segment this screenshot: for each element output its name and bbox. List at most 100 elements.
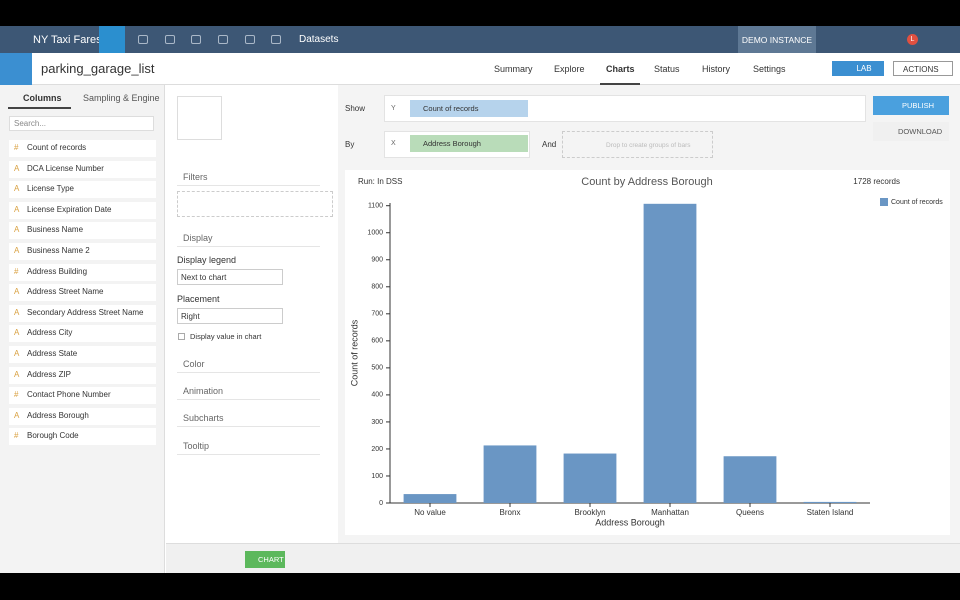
column-type: A [14, 410, 20, 420]
column-type: # [14, 143, 19, 152]
option-section[interactable]: Filters [177, 172, 320, 186]
nav-icon[interactable] [245, 35, 255, 44]
column-item[interactable] [9, 407, 156, 425]
option-section[interactable]: Animation [177, 386, 320, 400]
header-tab[interactable]: Explore [554, 64, 585, 74]
column-type: A [14, 328, 20, 338]
column-item[interactable] [9, 284, 156, 302]
nav-icon[interactable] [138, 35, 148, 44]
column-item[interactable] [9, 304, 156, 322]
y-tick-label: 200 [371, 446, 383, 453]
lab-button[interactable]: LAB [832, 61, 884, 76]
column-type: A [14, 204, 20, 214]
y-tick-label: 0 [379, 500, 383, 507]
column-type: # [14, 266, 19, 276]
header-tab[interactable]: Settings [753, 64, 786, 74]
y-field[interactable]: Count of records [410, 100, 528, 117]
sidebar-tab[interactable]: Columns [23, 93, 62, 103]
option-section[interactable]: Subcharts [177, 413, 320, 427]
column-name: Business Name 2 [27, 246, 90, 255]
x-tick-label: No value [414, 508, 446, 517]
column-item[interactable] [9, 160, 156, 178]
option-section[interactable]: Display [177, 233, 320, 247]
option-section[interactable]: Color [177, 359, 320, 373]
column-item[interactable] [9, 325, 156, 343]
footer-bar [166, 543, 960, 573]
column-name: Address Borough [27, 410, 89, 420]
column-item[interactable] [9, 222, 156, 240]
chart-type-picker[interactable] [177, 96, 222, 140]
column-item[interactable] [9, 181, 156, 199]
nav-section[interactable]: Datasets [299, 34, 339, 45]
column-type: # [14, 390, 19, 400]
x-tick-label: Queens [736, 508, 764, 517]
y-tick-label: 100 [371, 473, 383, 480]
column-name: DCA License Number [27, 163, 104, 173]
add-chart-button[interactable]: CHART [245, 551, 285, 568]
publish-button[interactable]: PUBLISH [873, 96, 949, 115]
header-tab[interactable]: Charts [606, 64, 635, 74]
column-item[interactable] [9, 366, 156, 384]
bar [483, 445, 537, 503]
option-section[interactable]: Tooltip [177, 441, 320, 455]
column-name: Secondary Address Street Name [27, 307, 144, 317]
column-name: License Type [27, 184, 74, 194]
column-type: A [14, 307, 20, 317]
column-name: Contact Phone Number [27, 390, 111, 400]
nav-icon[interactable] [271, 35, 281, 44]
and-label: And [542, 140, 557, 149]
column-name: Address Street Name [27, 287, 104, 297]
column-type: A [14, 369, 20, 379]
y-tick-label: 500 [371, 365, 383, 372]
y-tick-label: 1100 [368, 203, 383, 210]
header-tab[interactable]: Summary [494, 64, 533, 74]
legend-select[interactable]: Next to chart [177, 269, 283, 285]
sidebar-tab[interactable]: Sampling & Engine [83, 93, 160, 103]
by-label: By [345, 140, 355, 149]
x-tick-label: Brooklyn [574, 508, 605, 517]
record-count: 1728 records [853, 177, 900, 186]
column-item[interactable] [9, 243, 156, 260]
nav-icon[interactable] [191, 35, 201, 44]
column-item[interactable] [9, 346, 156, 363]
column-name: Address ZIP [27, 369, 72, 379]
bar [403, 494, 457, 503]
column-type: # [14, 431, 19, 441]
y-tick-label: 800 [371, 284, 383, 291]
column-item[interactable] [9, 387, 156, 405]
flow-tab[interactable] [99, 26, 125, 53]
column-item[interactable] [9, 201, 156, 219]
column-name: Address City [27, 328, 73, 338]
bar [563, 453, 617, 503]
header-bar [0, 53, 960, 85]
y-axis-label: Count of records [349, 319, 359, 386]
y-tick-label: 300 [371, 419, 383, 426]
nav-icon[interactable] [218, 35, 228, 44]
download-button[interactable]: DOWNLOAD [873, 122, 949, 141]
y-tick-label: 700 [371, 311, 383, 318]
user-avatar[interactable]: L [907, 34, 918, 45]
active-tab-underline [600, 83, 640, 85]
column-item[interactable] [9, 263, 156, 281]
column-item[interactable] [9, 428, 156, 446]
search-box[interactable]: Search... [9, 116, 154, 131]
placement-select[interactable]: Right [177, 308, 283, 324]
header-tab[interactable]: History [702, 64, 731, 74]
legend-label: Count of records [891, 199, 943, 206]
column-type: A [14, 163, 20, 173]
show-label: Show [345, 104, 366, 113]
column-type: A [14, 287, 20, 297]
value-checkbox[interactable] [178, 333, 185, 340]
column-name: License Expiration Date [27, 204, 112, 214]
nav-icon[interactable] [165, 35, 175, 44]
actions-button[interactable]: ACTIONS [893, 61, 953, 76]
x-axis-label: Address Borough [595, 517, 665, 527]
header-tab[interactable]: Status [654, 64, 680, 74]
project-name[interactable]: NY Taxi Fares [33, 34, 102, 46]
column-type: A [14, 349, 20, 358]
dataset-name: parking_garage_list [41, 61, 155, 76]
column-item[interactable] [9, 140, 156, 157]
sidebar-tab-underline [8, 107, 71, 109]
x-tick-label: Manhattan [651, 508, 689, 517]
x-field[interactable]: Address Borough [410, 135, 528, 152]
